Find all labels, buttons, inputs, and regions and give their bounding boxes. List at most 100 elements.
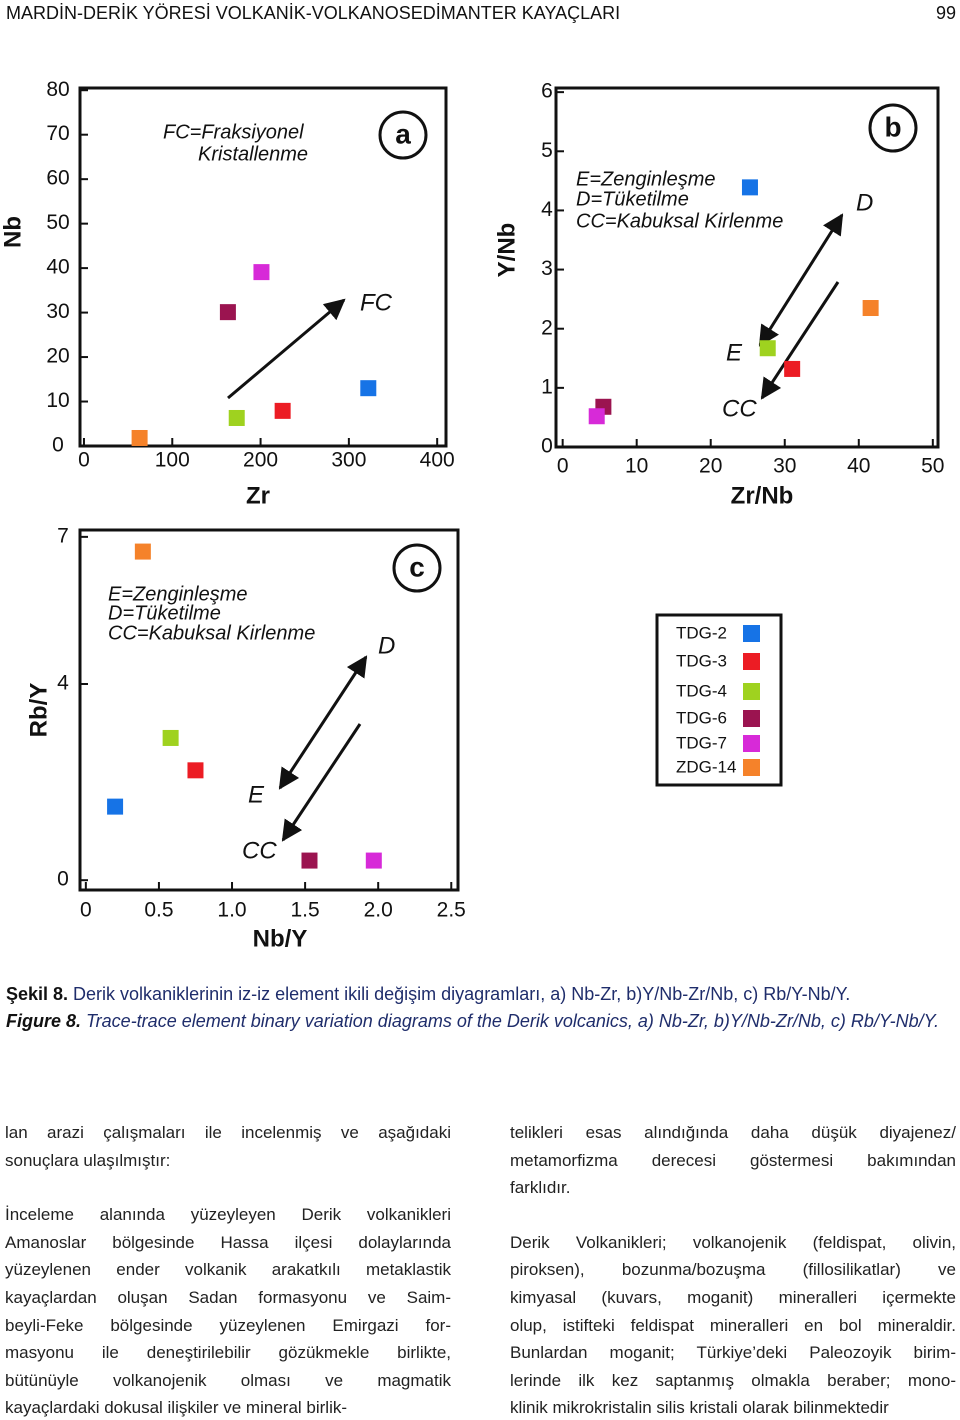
header-title: MARDİN-DERİK YÖRESİ VOLKANİK-VOLKANOSEDİ… bbox=[6, 3, 621, 23]
data-point bbox=[784, 360, 801, 377]
panel-badge bbox=[868, 103, 918, 153]
legend-item: TDG-2 bbox=[676, 623, 760, 642]
x-tick-label: 20 bbox=[699, 455, 722, 478]
plot-frame bbox=[554, 86, 940, 449]
legend-label: TDG-2 bbox=[676, 623, 727, 642]
text-line: kimyasal (kuvars, moganit) mineralleri i… bbox=[510, 1287, 956, 1307]
arrow bbox=[278, 655, 368, 790]
data-point bbox=[228, 409, 245, 426]
data-point bbox=[253, 264, 270, 281]
annotation: CC=Kabuksal Kirlenme bbox=[108, 622, 315, 644]
y-tick-label: 4 bbox=[57, 672, 69, 695]
y-tick-label: 2 bbox=[541, 316, 553, 339]
legend-label: TDG-4 bbox=[676, 681, 727, 700]
arrow bbox=[760, 281, 840, 400]
text-line: bütünüyle volkanojenik olması ve magmati… bbox=[5, 1370, 451, 1390]
panel-label: b bbox=[884, 111, 901, 142]
text-line: sonuçlara ulaşılmıştır: bbox=[5, 1150, 171, 1170]
caption-text: Trace-trace element binary variation dia… bbox=[86, 1011, 939, 1031]
legend-item: ZDG-14 bbox=[676, 757, 760, 776]
legend-swatch bbox=[743, 683, 760, 700]
legend-item: TDG-3 bbox=[676, 651, 760, 670]
text-line: piroksen), bozunma/bozuşma (fillosilikat… bbox=[510, 1260, 956, 1280]
y-tick-label: 50 bbox=[46, 211, 69, 234]
y-tick-label: 5 bbox=[541, 139, 553, 162]
text-line: klinik mikrokristalin silis kristali ola… bbox=[510, 1398, 889, 1418]
text-line: olup, istifteki feldispat mineralleri en… bbox=[510, 1315, 956, 1335]
annotation: D=Tüketilme bbox=[108, 602, 221, 624]
y-tick-label: 60 bbox=[46, 167, 69, 190]
panel-badge bbox=[392, 543, 442, 593]
data-point bbox=[588, 408, 605, 425]
text-line: Derik Volkanikleri; volkanojenik (feldis… bbox=[510, 1232, 956, 1252]
x-tick-label: 0.5 bbox=[144, 899, 173, 922]
text-line: masyonu ile deneştirilebilir gözükmekle … bbox=[5, 1343, 451, 1363]
y-axis-title: Nb bbox=[0, 216, 26, 248]
annotation: D bbox=[856, 189, 873, 216]
figure: FC=Fraksiyonel Kristallenme a FC E=Zengi… bbox=[0, 78, 944, 953]
y-tick-label: 40 bbox=[46, 256, 69, 279]
figure-caption: Şekil 8. Derik volkaniklerinin iz-iz elem… bbox=[6, 981, 956, 1035]
y-axis-title: Rb/Y bbox=[25, 683, 52, 738]
annotation: D bbox=[378, 632, 395, 659]
legend-swatch bbox=[743, 735, 760, 752]
text-column: lan arazi çalışmaları ile incelenmiş ve … bbox=[5, 1119, 451, 1420]
paragraph: telikleri esas alındığında daha düşük di… bbox=[510, 1119, 956, 1202]
caption-label: Figure 8. bbox=[6, 1011, 82, 1031]
text-line: kayaçlardaki dokusal ilişkiler ve minera… bbox=[5, 1398, 348, 1418]
x-tick-label: 0 bbox=[80, 899, 92, 922]
y-axis-title: Y/Nb bbox=[493, 223, 520, 278]
x-axis-title: Nb/Y bbox=[253, 925, 308, 952]
legend-label: TDG-7 bbox=[676, 733, 727, 752]
y-tick-label: 10 bbox=[46, 389, 69, 412]
annotation: E=Zenginleşme bbox=[108, 583, 248, 605]
data-point bbox=[365, 852, 382, 869]
caption-text: Derik volkaniklerinin iz-iz element ikil… bbox=[73, 984, 851, 1004]
y-tick-label: 80 bbox=[46, 78, 69, 101]
data-point bbox=[134, 543, 151, 560]
text-line: beyli-Feke bölgesinde yüzeylenen Emirgaz… bbox=[5, 1315, 451, 1335]
x-tick-label: 40 bbox=[847, 455, 870, 478]
panel-label: a bbox=[395, 118, 411, 149]
annotation: E bbox=[248, 781, 265, 808]
text-line: lan arazi çalışmaları ile incelenmiş ve … bbox=[5, 1123, 451, 1142]
annotation: CC=Kabuksal Kirlenme bbox=[576, 210, 783, 232]
y-tick-label: 4 bbox=[541, 198, 553, 221]
paragraph: lan arazi çalışmaları ile incelenmiş ve … bbox=[5, 1119, 451, 1174]
paragraph: İnceleme alanında yüzeyleyen Derik volka… bbox=[5, 1201, 451, 1420]
y-tick-label: 70 bbox=[46, 122, 69, 145]
x-tick-label: 1.5 bbox=[291, 899, 320, 922]
data-point bbox=[360, 380, 377, 397]
legend-item: TDG-6 bbox=[676, 708, 760, 727]
legend-swatch bbox=[743, 653, 760, 670]
text-column: telikleri esas alındığında daha düşük di… bbox=[510, 1119, 956, 1420]
data-point bbox=[219, 304, 236, 321]
y-tick-label: 7 bbox=[57, 524, 69, 547]
data-point bbox=[862, 300, 879, 317]
y-tick-label: 0 bbox=[52, 434, 64, 457]
data-point bbox=[187, 762, 204, 779]
text-line: farklıdır. bbox=[510, 1178, 571, 1198]
x-tick-label: 2.0 bbox=[364, 899, 393, 922]
panel-badge bbox=[378, 110, 428, 160]
legend-swatch bbox=[743, 625, 760, 642]
text-line: yüzeylenen ender volkanik arakatkılı met… bbox=[5, 1260, 451, 1280]
x-tick-label: 10 bbox=[625, 455, 648, 478]
x-tick-label: 0 bbox=[557, 455, 569, 478]
paragraph: Derik Volkanikleri; volkanojenik (feldis… bbox=[510, 1229, 956, 1420]
legend-label: TDG-6 bbox=[676, 708, 727, 727]
x-tick-label: 2.5 bbox=[437, 899, 466, 922]
y-tick-label: 0 bbox=[57, 868, 69, 891]
legend-item: TDG-7 bbox=[676, 733, 760, 752]
annotation: FC=Fraksiyonel bbox=[163, 121, 304, 143]
text-line: Bunlardan moganit; Türkiye’deki Paleozoy… bbox=[510, 1343, 956, 1363]
x-tick-label: 30 bbox=[773, 455, 796, 478]
x-tick-label: 0 bbox=[78, 449, 90, 472]
arrow bbox=[758, 213, 844, 347]
data-point bbox=[107, 798, 124, 815]
text-line: lerinde ilk kez saptanmış olmakla berabe… bbox=[510, 1370, 956, 1390]
text-line: telikleri esas alındığında daha düşük di… bbox=[510, 1123, 956, 1142]
legend-swatch bbox=[743, 759, 760, 776]
data-point bbox=[741, 179, 758, 196]
text-line: metamorfizma derecesi göstermesi bakımın… bbox=[510, 1150, 956, 1170]
